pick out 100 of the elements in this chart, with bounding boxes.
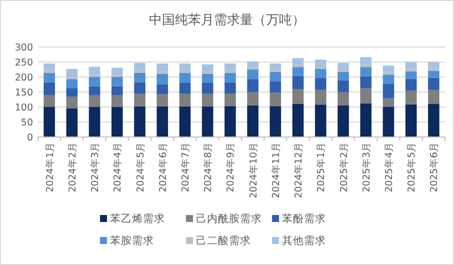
bar bbox=[179, 106, 191, 137]
bar bbox=[88, 77, 100, 86]
bar bbox=[202, 94, 214, 106]
bar bbox=[202, 106, 214, 137]
bar bbox=[44, 106, 55, 137]
bar bbox=[247, 92, 258, 106]
bar bbox=[134, 72, 146, 82]
legend-label: 己内酰胺需求 bbox=[196, 212, 262, 225]
bar bbox=[156, 64, 168, 72]
x-tick-label: 2024年7月 bbox=[179, 142, 192, 192]
y-tick-label: 150 bbox=[14, 88, 33, 98]
x-tick-label: 2024年3月 bbox=[89, 142, 102, 192]
bar bbox=[66, 68, 78, 77]
bar bbox=[382, 74, 394, 84]
bar bbox=[314, 78, 326, 90]
bar bbox=[44, 82, 55, 95]
x-tick-label: 2025年4月 bbox=[382, 142, 395, 192]
bar bbox=[88, 86, 100, 95]
bar bbox=[44, 70, 55, 73]
bar bbox=[224, 64, 236, 70]
x-tick-label: 2024年5月 bbox=[134, 142, 146, 192]
bar bbox=[66, 88, 78, 96]
bar bbox=[247, 61, 258, 68]
bar bbox=[382, 66, 394, 72]
x-tick-label: 2025年5月 bbox=[406, 142, 418, 192]
bar bbox=[405, 62, 417, 69]
bar bbox=[382, 98, 394, 107]
bar bbox=[382, 72, 394, 75]
y-tick-label: 300 bbox=[14, 42, 33, 54]
legend-label: 苯乙烯需求 bbox=[110, 212, 165, 225]
legend-label: 苯胺需求 bbox=[110, 234, 154, 247]
bar bbox=[111, 77, 123, 86]
bar bbox=[270, 106, 282, 137]
bar bbox=[405, 90, 417, 104]
x-tick-label: 2024年10月 bbox=[247, 142, 260, 198]
bar bbox=[88, 95, 100, 107]
bar bbox=[111, 95, 123, 107]
bar bbox=[247, 106, 258, 137]
bar bbox=[338, 92, 349, 106]
bar bbox=[66, 76, 78, 80]
bar bbox=[247, 70, 258, 80]
bar bbox=[314, 104, 326, 137]
bar bbox=[360, 57, 372, 65]
y-tick-label: 100 bbox=[14, 102, 33, 114]
bar bbox=[156, 106, 168, 137]
bar bbox=[338, 62, 349, 70]
bar bbox=[360, 64, 372, 68]
bar bbox=[179, 72, 191, 83]
bar bbox=[405, 104, 417, 137]
bar bbox=[338, 80, 349, 92]
bar bbox=[428, 104, 440, 137]
bar bbox=[88, 66, 100, 75]
bar bbox=[66, 108, 78, 137]
bar bbox=[360, 103, 372, 137]
bar bbox=[134, 62, 146, 70]
x-tick-label: 2025年6月 bbox=[428, 142, 440, 192]
y-tick-label: 250 bbox=[14, 58, 33, 68]
bar bbox=[270, 64, 282, 70]
bar bbox=[179, 70, 191, 73]
legend-label: 己二酸需求 bbox=[196, 234, 251, 247]
x-tick-label: 2024年4月 bbox=[112, 142, 124, 192]
bar bbox=[179, 64, 191, 70]
bar bbox=[44, 64, 55, 70]
bar bbox=[156, 94, 168, 106]
bar bbox=[224, 94, 236, 106]
legend-label: 苯酚需求 bbox=[282, 212, 326, 225]
bar bbox=[428, 78, 440, 90]
bar bbox=[247, 79, 258, 92]
bar bbox=[314, 90, 326, 105]
x-tick-label: 2024年12月 bbox=[292, 142, 305, 198]
bar bbox=[428, 62, 440, 68]
bar bbox=[360, 88, 372, 104]
bar bbox=[428, 90, 440, 104]
bar bbox=[134, 70, 146, 73]
bar bbox=[202, 83, 214, 94]
bar bbox=[66, 79, 78, 88]
x-tick-label: 2024年6月 bbox=[156, 142, 169, 192]
x-tick-label: 2025年2月 bbox=[338, 142, 350, 192]
bar bbox=[134, 106, 146, 137]
x-tick-label: 2024年11月 bbox=[270, 142, 282, 198]
bar bbox=[292, 89, 304, 104]
y-tick-label: 200 bbox=[14, 72, 33, 84]
bar bbox=[134, 94, 146, 106]
chart-title: 中国纯苯月需求量（万吨） bbox=[149, 13, 305, 28]
bar bbox=[156, 74, 168, 84]
bar bbox=[111, 107, 123, 137]
bar bbox=[111, 86, 123, 95]
bar bbox=[270, 92, 282, 106]
bar bbox=[428, 70, 440, 78]
x-tick-label: 2024年9月 bbox=[224, 142, 237, 192]
x-tick-label: 2024年8月 bbox=[202, 142, 214, 192]
bar bbox=[405, 68, 417, 72]
bar bbox=[224, 72, 236, 82]
y-tick-label: 50 bbox=[20, 118, 33, 128]
bar bbox=[66, 96, 78, 108]
x-tick-label: 2024年2月 bbox=[66, 142, 78, 192]
bar bbox=[382, 84, 394, 98]
y-tick-label: 0 bbox=[26, 132, 33, 144]
bar bbox=[179, 83, 191, 94]
bar bbox=[338, 106, 349, 137]
